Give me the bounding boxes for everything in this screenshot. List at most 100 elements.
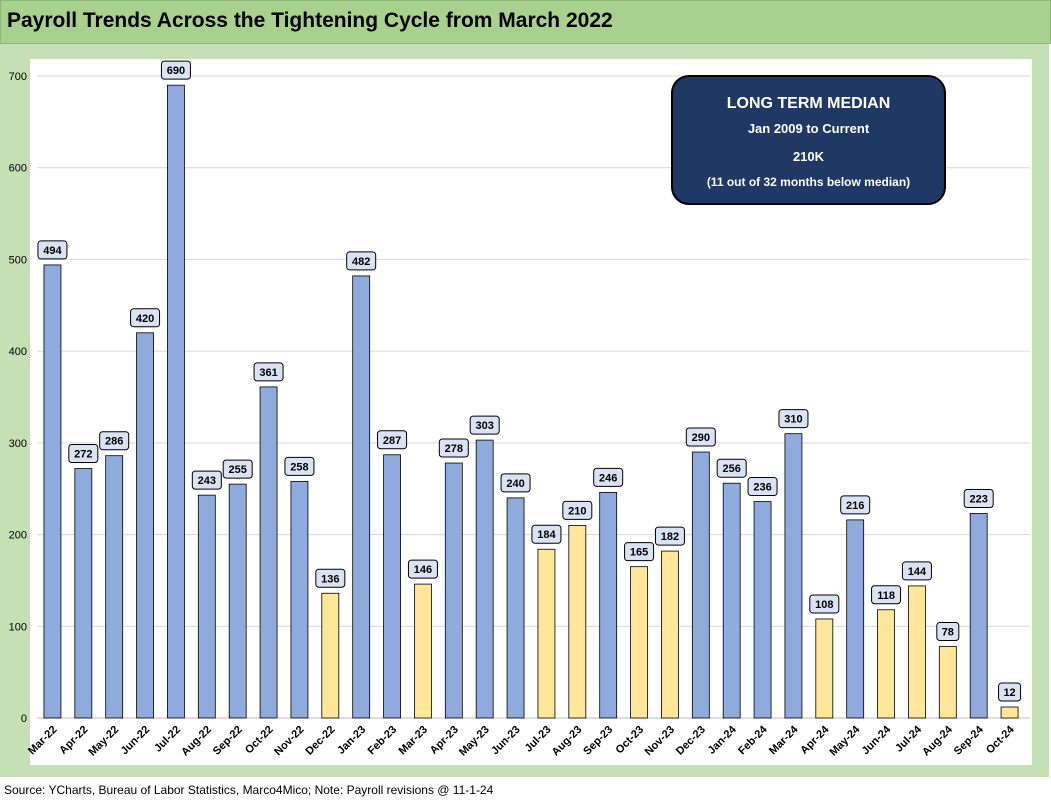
data-label-box bbox=[130, 308, 161, 328]
data-label-box bbox=[998, 682, 1022, 702]
data-label: 240 bbox=[506, 478, 524, 490]
bar bbox=[74, 468, 93, 719]
x-tick-label: Nov-22 bbox=[272, 724, 306, 758]
y-tick-label: 500 bbox=[9, 254, 27, 266]
x-tick-label: Aug-22 bbox=[179, 724, 214, 759]
data-label: 287 bbox=[383, 435, 401, 447]
data-label: 286 bbox=[105, 436, 123, 448]
bar bbox=[414, 583, 432, 719]
bar bbox=[908, 585, 926, 719]
data-label: 216 bbox=[846, 500, 864, 512]
bar bbox=[259, 386, 278, 719]
data-label: 258 bbox=[290, 461, 308, 473]
data-label: 420 bbox=[136, 313, 154, 325]
data-label-box bbox=[377, 430, 408, 450]
x-tick-label: Mar-24 bbox=[767, 723, 801, 757]
bar bbox=[167, 84, 185, 719]
data-label: 482 bbox=[352, 256, 370, 268]
data-label: 236 bbox=[753, 482, 771, 494]
bar bbox=[383, 454, 401, 719]
data-label-box bbox=[500, 473, 531, 493]
x-tick-label: Jan-23 bbox=[335, 724, 368, 757]
data-label-box bbox=[222, 459, 253, 479]
data-label-box bbox=[778, 409, 809, 429]
bar bbox=[43, 264, 62, 719]
x-tick-label: Aug-24 bbox=[920, 723, 955, 758]
data-label-box bbox=[99, 431, 130, 451]
x-tick-label: Mar-23 bbox=[396, 724, 430, 758]
title-bar: Payroll Trends Across the Tightening Cyc… bbox=[0, 0, 1051, 44]
median-box-note: (11 out of 32 months below median) bbox=[706, 175, 911, 189]
x-tick-label: Apr-23 bbox=[428, 724, 461, 757]
bar bbox=[1000, 706, 1019, 719]
data-label-box bbox=[346, 251, 377, 271]
bar bbox=[661, 550, 679, 719]
bar bbox=[784, 433, 803, 719]
data-label: 146 bbox=[414, 564, 432, 576]
data-label-box bbox=[191, 470, 222, 490]
data-label-box bbox=[37, 240, 68, 260]
bar bbox=[815, 618, 834, 719]
bar bbox=[136, 332, 154, 719]
bar bbox=[105, 455, 124, 719]
y-tick-label: 100 bbox=[9, 621, 27, 633]
data-label-box bbox=[809, 594, 840, 614]
x-tick-label: Apr-24 bbox=[798, 723, 832, 757]
bar bbox=[352, 275, 371, 719]
bar bbox=[290, 480, 309, 719]
x-tick-label: Jun-22 bbox=[119, 724, 153, 758]
bar bbox=[537, 548, 556, 719]
median-info-box: LONG TERM MEDIAN Jan 2009 to Current 210… bbox=[671, 75, 946, 205]
data-label-box bbox=[593, 467, 624, 487]
x-tick-label: Feb-24 bbox=[736, 723, 770, 757]
data-label: 78 bbox=[942, 626, 954, 638]
x-tick-label: Dec-23 bbox=[674, 724, 708, 758]
bar bbox=[846, 519, 865, 719]
bar bbox=[722, 482, 741, 719]
data-label-box bbox=[315, 568, 346, 588]
median-box-title: LONG TERM MEDIAN bbox=[726, 95, 891, 112]
data-label-box bbox=[469, 415, 500, 435]
data-label: 246 bbox=[599, 472, 617, 484]
x-tick-label: Jun-24 bbox=[860, 723, 894, 757]
bar bbox=[599, 491, 618, 719]
data-label: 210 bbox=[568, 505, 586, 517]
data-label-box bbox=[407, 559, 438, 579]
x-tick-label: Oct-24 bbox=[984, 723, 1017, 756]
data-label: 494 bbox=[43, 245, 62, 257]
data-label-box bbox=[871, 585, 902, 605]
data-label: 12 bbox=[1003, 687, 1015, 699]
x-tick-label: Sep-22 bbox=[211, 724, 245, 758]
bar bbox=[877, 609, 895, 719]
data-label: 144 bbox=[908, 566, 927, 578]
bar bbox=[475, 439, 494, 719]
x-tick-label: Sep-23 bbox=[581, 724, 615, 758]
bar bbox=[321, 592, 340, 719]
data-label: 165 bbox=[630, 547, 648, 559]
x-tick-label: May-22 bbox=[86, 724, 121, 759]
bar bbox=[568, 525, 587, 719]
data-label: 272 bbox=[74, 449, 92, 461]
x-tick-label: Nov-23 bbox=[643, 724, 677, 758]
data-label: 243 bbox=[198, 475, 216, 487]
data-label: 223 bbox=[970, 493, 988, 505]
bar bbox=[228, 483, 247, 719]
x-tick-label: Sep-24 bbox=[952, 723, 987, 758]
x-tick-label: Apr-22 bbox=[57, 724, 90, 757]
data-label: 182 bbox=[661, 531, 679, 543]
data-label: 290 bbox=[692, 432, 710, 444]
data-label-box bbox=[747, 477, 778, 497]
x-tick-label: Dec-22 bbox=[303, 724, 337, 758]
chart-title: Payroll Trends Across the Tightening Cyc… bbox=[7, 9, 613, 32]
bar bbox=[197, 494, 216, 719]
data-label-box bbox=[68, 444, 99, 464]
y-tick-label: 200 bbox=[9, 530, 27, 542]
data-label-box bbox=[654, 526, 685, 546]
data-label: 255 bbox=[229, 464, 247, 476]
data-label-box bbox=[685, 427, 716, 447]
data-label-box bbox=[438, 438, 469, 458]
y-tick-label: 0 bbox=[21, 713, 27, 725]
source-footnote: Source: YCharts, Bureau of Labor Statist… bbox=[4, 783, 494, 797]
x-tick-label: Aug-23 bbox=[550, 724, 585, 759]
